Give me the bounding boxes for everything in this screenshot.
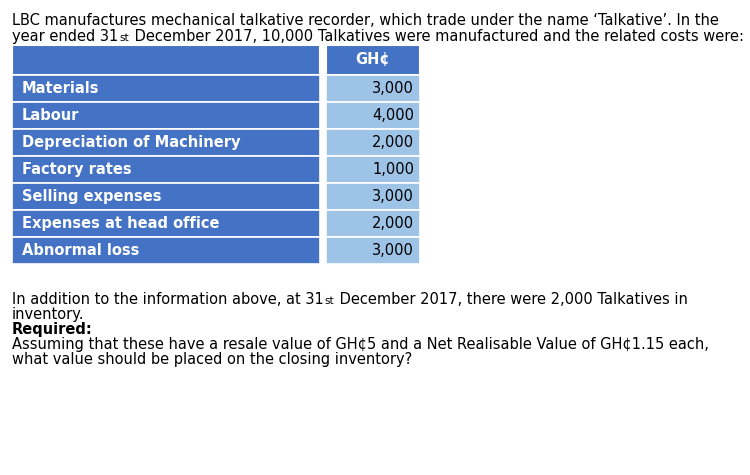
Text: 2,000: 2,000 (372, 135, 414, 150)
Text: December 2017, there were 2,000 Talkatives in: December 2017, there were 2,000 Talkativ… (335, 292, 688, 307)
Text: 3,000: 3,000 (372, 189, 414, 204)
Text: 1,000: 1,000 (372, 162, 414, 177)
Text: Assuming that these have a resale value of GH¢5 and a Net Realisable Value of GH: Assuming that these have a resale value … (12, 337, 709, 352)
Text: Selling expenses: Selling expenses (22, 189, 161, 204)
Text: Factory rates: Factory rates (22, 162, 132, 177)
Bar (320, 45, 326, 75)
Bar (12, 210, 320, 237)
Bar (12, 102, 320, 129)
Text: Expenses at head office: Expenses at head office (22, 216, 220, 231)
Bar (326, 129, 420, 156)
Bar (320, 75, 326, 102)
Text: year ended 31: year ended 31 (12, 29, 119, 44)
Bar (12, 75, 320, 102)
Text: st: st (325, 296, 334, 306)
Text: 2,000: 2,000 (372, 216, 414, 231)
Bar (326, 183, 420, 210)
Bar (12, 237, 320, 264)
Text: Required:: Required: (12, 322, 93, 337)
Bar (12, 129, 320, 156)
Text: Abnormal loss: Abnormal loss (22, 243, 140, 258)
Bar (320, 156, 326, 183)
Text: December 2017, 10,000 Talkatives were manufactured and the related costs were:: December 2017, 10,000 Talkatives were ma… (130, 29, 744, 44)
Text: 4,000: 4,000 (372, 108, 414, 123)
Text: 3,000: 3,000 (372, 81, 414, 96)
Text: inventory.: inventory. (12, 307, 85, 322)
Bar (326, 45, 420, 75)
Bar (326, 237, 420, 264)
Bar (326, 75, 420, 102)
Bar (326, 102, 420, 129)
Text: 3,000: 3,000 (372, 243, 414, 258)
Text: st: st (119, 33, 129, 43)
Bar (320, 183, 326, 210)
Text: Materials: Materials (22, 81, 100, 96)
Text: Depreciation of Machinery: Depreciation of Machinery (22, 135, 241, 150)
Bar (320, 210, 326, 237)
Text: In addition to the information above, at 31: In addition to the information above, at… (12, 292, 324, 307)
Bar (326, 156, 420, 183)
Bar (12, 183, 320, 210)
Bar (12, 45, 320, 75)
Text: GH¢: GH¢ (356, 53, 390, 67)
Bar (320, 102, 326, 129)
Text: Labour: Labour (22, 108, 80, 123)
Bar (326, 210, 420, 237)
Text: what value should be placed on the closing inventory?: what value should be placed on the closi… (12, 352, 412, 367)
Bar (320, 237, 326, 264)
Bar (12, 156, 320, 183)
Text: LBC manufactures mechanical talkative recorder, which trade under the name ‘Talk: LBC manufactures mechanical talkative re… (12, 13, 718, 28)
Bar (320, 129, 326, 156)
